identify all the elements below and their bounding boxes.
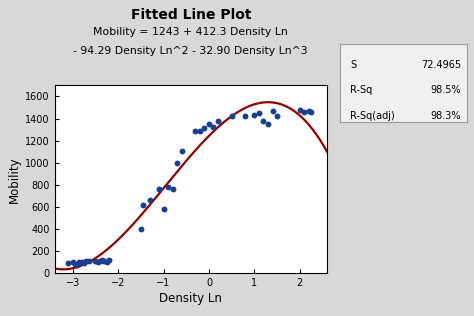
Point bbox=[264, 122, 272, 127]
Point bbox=[169, 187, 176, 192]
Point bbox=[96, 258, 104, 264]
Point bbox=[251, 113, 258, 118]
Point bbox=[307, 109, 315, 114]
Point bbox=[137, 226, 145, 231]
Point bbox=[255, 111, 263, 116]
Point bbox=[103, 260, 110, 265]
Point bbox=[214, 119, 222, 124]
Text: R-Sq(adj): R-Sq(adj) bbox=[350, 111, 395, 121]
Point bbox=[173, 160, 181, 165]
Point bbox=[69, 259, 76, 264]
Point bbox=[139, 202, 147, 207]
Point bbox=[164, 185, 172, 190]
Point bbox=[64, 260, 72, 265]
Point bbox=[155, 187, 163, 192]
Point bbox=[210, 125, 217, 130]
Point bbox=[82, 258, 90, 264]
Point bbox=[80, 261, 88, 266]
Point bbox=[105, 257, 113, 262]
Text: R-Sq: R-Sq bbox=[350, 85, 373, 95]
Text: S: S bbox=[350, 60, 356, 70]
Point bbox=[241, 114, 249, 119]
Text: 72.4965: 72.4965 bbox=[421, 60, 461, 70]
Y-axis label: Mobility: Mobility bbox=[8, 156, 21, 203]
Point bbox=[296, 107, 303, 112]
Point bbox=[94, 259, 101, 264]
Point bbox=[76, 260, 83, 265]
Point bbox=[269, 108, 276, 113]
Point bbox=[205, 122, 213, 127]
Text: 98.5%: 98.5% bbox=[430, 85, 461, 95]
Point bbox=[301, 109, 308, 114]
Point bbox=[228, 114, 236, 119]
Point bbox=[196, 128, 204, 133]
Point bbox=[201, 126, 208, 131]
Point bbox=[260, 118, 267, 123]
Point bbox=[305, 108, 313, 113]
Point bbox=[91, 258, 99, 263]
Text: Fitted Line Plot: Fitted Line Plot bbox=[130, 8, 251, 22]
Text: - 94.29 Density Ln^2 - 32.90 Density Ln^3: - 94.29 Density Ln^2 - 32.90 Density Ln^… bbox=[73, 46, 308, 56]
Point bbox=[100, 258, 108, 263]
Point bbox=[99, 258, 106, 263]
Point bbox=[273, 114, 281, 119]
Point bbox=[71, 262, 79, 267]
Point bbox=[160, 207, 167, 212]
Point bbox=[78, 260, 85, 265]
Point bbox=[85, 258, 92, 264]
X-axis label: Density Ln: Density Ln bbox=[159, 292, 222, 305]
Point bbox=[73, 263, 81, 268]
Text: 98.3%: 98.3% bbox=[430, 111, 461, 121]
Point bbox=[146, 198, 154, 203]
Point bbox=[178, 148, 185, 153]
Text: Mobility = 1243 + 412.3 Density Ln: Mobility = 1243 + 412.3 Density Ln bbox=[93, 27, 288, 37]
Point bbox=[191, 128, 199, 133]
